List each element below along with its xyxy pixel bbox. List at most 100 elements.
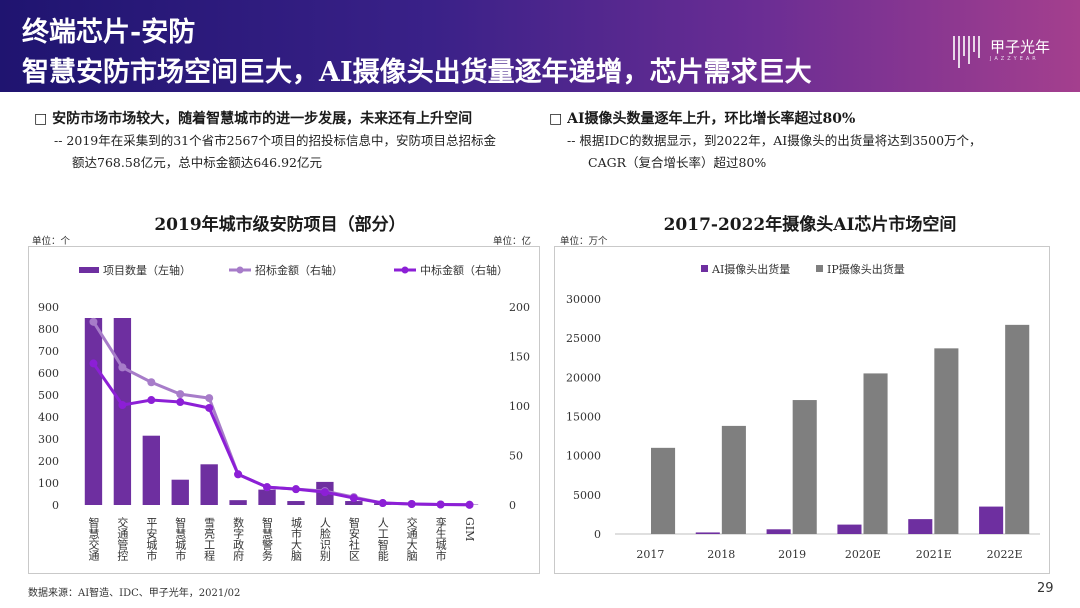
legend-swatch xyxy=(79,267,99,273)
x-tick-label: 2018 xyxy=(707,548,735,561)
line-point xyxy=(263,483,272,492)
legend-label: 项目数量（左轴） xyxy=(103,263,191,277)
line-point xyxy=(291,485,300,494)
y-left-tick-label: 600 xyxy=(38,367,59,380)
logo-subtitle: JAZZYEAR xyxy=(990,56,1039,62)
section-title: 终端芯片-安防 xyxy=(22,17,196,48)
left-chart-title: 2019年城市级安防项目（部分） xyxy=(154,215,406,235)
line-point xyxy=(320,488,329,497)
y-left-tick-label: 100 xyxy=(38,477,59,490)
bar-ip-camera xyxy=(721,425,746,534)
legend-marker xyxy=(236,266,244,274)
left-detail-line1: -- 2019年在采集到的31个省市2567个项目的招投标信息中，安防项目总招标… xyxy=(54,133,496,148)
bar-project-count xyxy=(84,318,103,505)
y-tick-label: 25000 xyxy=(566,332,601,345)
line-point xyxy=(465,500,474,509)
bar-ai-camera xyxy=(837,524,862,534)
line-point xyxy=(147,396,156,405)
legend-label: IP摄像头出货量 xyxy=(827,262,905,276)
bar-ai-camera xyxy=(695,532,720,534)
legend-swatch xyxy=(701,265,708,272)
x-tick-label: 人工智能 xyxy=(376,517,389,562)
bar-ip-camera xyxy=(651,447,676,534)
x-tick-label: 2021E xyxy=(916,548,952,561)
y-left-tick-label: 200 xyxy=(38,455,59,468)
x-tick-label: 智慧交通 xyxy=(87,516,100,561)
legend-label: 中标金额（右轴） xyxy=(420,263,508,277)
line-point xyxy=(234,470,243,479)
bar-ip-camera xyxy=(1005,324,1030,534)
bar-ai-camera xyxy=(908,519,933,534)
bar-project-count xyxy=(287,501,305,505)
bar-project-count xyxy=(258,489,276,505)
slide-headline: 智慧安防市场空间巨大，AI摄像头出货量逐年递增，芯片需求巨大 xyxy=(22,57,812,88)
x-tick-label: 2020E xyxy=(845,548,881,561)
right-bullet: □ AI摄像头数量逐年上升，环比增长率超过80% xyxy=(549,111,856,127)
x-tick-label: 城市大脑 xyxy=(289,517,302,562)
line-point xyxy=(89,359,98,368)
y-tick-label: 15000 xyxy=(566,411,601,424)
line-point xyxy=(205,394,214,403)
brand-logo: 甲子光年 JAZZYEAR xyxy=(950,32,1060,72)
bar-project-count xyxy=(171,479,189,505)
logo-mark-icon xyxy=(953,36,980,68)
line-point xyxy=(436,500,445,509)
left-detail-line2: 额达768.58亿元，总中标金额达646.92亿元 xyxy=(72,155,322,170)
right-detail-line2: CAGR（复合增长率）超过80% xyxy=(588,155,767,170)
x-tick-label: 智安社区 xyxy=(347,516,360,561)
bar-project-count xyxy=(345,501,363,505)
security-projects-chart: 项目数量（左轴） 招标金额（右轴） 中标金额（右轴）0100200300400500… xyxy=(38,263,530,562)
page-number: 29 xyxy=(1037,581,1054,596)
ai-chip-market-chart: AI摄像头出货量 IP摄像头出货量 0 5000 10000 15000 20000 2500… xyxy=(566,262,1040,561)
right-chart-unit-label: 单位：万个 xyxy=(560,236,608,247)
x-tick-label: 2022E xyxy=(987,548,1023,561)
y-tick-label: 0 xyxy=(594,528,601,541)
line-point xyxy=(378,499,387,508)
header-banner: 终端芯片-安防 智慧安防市场空间巨大，AI摄像头出货量逐年递增，芯片需求巨大 甲… xyxy=(0,0,1080,92)
right-detail-line1: -- 根据IDC的数据显示，到2022年，AI摄像头的出货量将达到3500万个， xyxy=(567,133,982,148)
x-tick-label: 人脸识别 xyxy=(318,517,331,562)
y-right-tick-label: 150 xyxy=(509,351,530,364)
bar-ip-camera xyxy=(934,348,959,534)
right-chart-panel: AI摄像头出货量 IP摄像头出货量 0 5000 10000 15000 20000 2500… xyxy=(554,246,1050,574)
line-point xyxy=(147,378,156,387)
line-point xyxy=(176,390,185,399)
bar-ai-camera xyxy=(979,506,1004,534)
line-point xyxy=(176,398,185,407)
y-right-tick-label: 200 xyxy=(509,301,530,314)
left-unit-label: 单位：个 xyxy=(32,236,71,247)
left-bullet: □ 安防市场市场较大，随着智慧城市的进一步发展，未来还有上升空间 xyxy=(34,111,473,127)
bar-project-count xyxy=(229,500,247,505)
bar-project-count xyxy=(113,318,132,505)
y-left-tick-label: 300 xyxy=(38,433,59,446)
x-tick-label: 2017 xyxy=(636,548,664,561)
y-tick-label: 20000 xyxy=(566,371,601,384)
series-line xyxy=(92,362,470,507)
y-left-tick-label: 400 xyxy=(38,411,59,424)
y-left-tick-label: 800 xyxy=(38,323,59,336)
bar-project-count xyxy=(142,435,160,505)
y-tick-label: 30000 xyxy=(566,293,601,306)
data-source: 数据来源：AI智造、IDC、甲子光年，2021/02 xyxy=(28,588,241,599)
left-chart-panel: 项目数量（左轴） 招标金额（右轴） 中标金额（右轴） 0 100 200 300 400 500… xyxy=(28,246,540,574)
y-right-tick-label: 0 xyxy=(509,499,516,512)
y-right-tick-label: 100 xyxy=(509,400,530,413)
legend-label: 招标金额（右轴） xyxy=(255,263,343,277)
bar-ai-camera xyxy=(766,529,791,534)
line-point xyxy=(118,363,127,372)
x-tick-label: 交通管控 xyxy=(116,516,129,561)
y-right-tick-label: 50 xyxy=(509,450,523,463)
legend-swatch xyxy=(816,265,823,272)
line-point xyxy=(205,403,214,412)
legend-label: AI摄像头出货量 xyxy=(711,262,790,276)
bar-ip-camera xyxy=(792,400,817,534)
x-tick-label: 平安城市 xyxy=(145,517,158,562)
bar-project-count xyxy=(200,464,218,505)
y-tick-label: 5000 xyxy=(573,489,601,502)
legend-marker xyxy=(401,266,409,274)
right-axis-unit-label: 单位：亿 xyxy=(493,236,532,247)
x-tick-label: GIM xyxy=(463,517,476,541)
y-left-tick-label: 700 xyxy=(38,345,59,358)
x-tick-label: 数字政府 xyxy=(232,517,245,562)
x-tick-label: 孪生城市 xyxy=(434,516,447,562)
